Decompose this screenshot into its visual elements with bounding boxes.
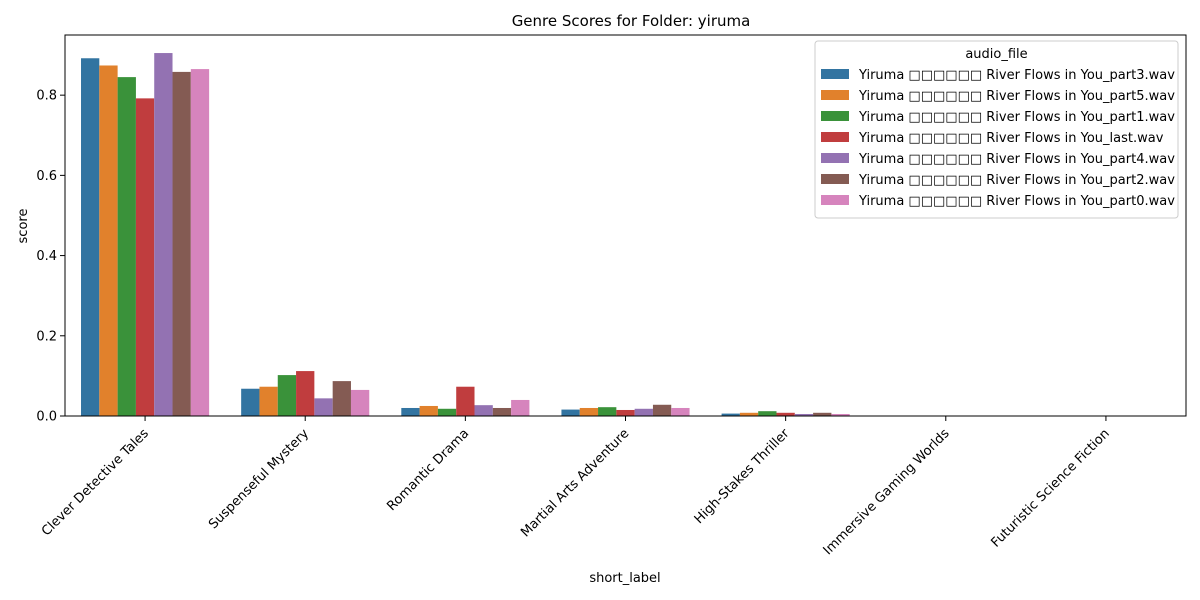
bar-series-6-category-3	[671, 407, 690, 416]
bar-series-4-category-0	[154, 53, 173, 417]
legend-title: audio_file	[965, 47, 1027, 62]
legend-entry-label: Yiruma □□□□□□ River Flows in You_part4.w…	[858, 152, 1175, 167]
bar-series-3-category-0	[135, 98, 155, 417]
bar-series-0-category-3	[561, 409, 580, 416]
bar-series-2-category-3	[598, 407, 617, 416]
legend-swatch	[821, 174, 849, 184]
bar-series-6-category-1	[350, 389, 370, 416]
bar-series-1-category-2	[419, 405, 438, 416]
bar-series-3-category-4	[776, 412, 795, 416]
bar-series-2-category-2	[437, 408, 457, 416]
bar-series-0-category-0	[81, 58, 100, 416]
y-tick-label: 0.8	[36, 89, 57, 104]
bar-series-3-category-2	[456, 386, 475, 416]
bar-series-1-category-0	[99, 65, 118, 416]
bar-series-5-category-4	[813, 412, 832, 416]
legend-entry-label: Yiruma □□□□□□ River Flows in You_last.wa…	[858, 131, 1164, 146]
bar-series-4-category-4	[794, 413, 814, 416]
bar-series-2-category-0	[117, 77, 136, 417]
bar-series-3-category-3	[616, 409, 635, 416]
bar-series-5-category-1	[332, 381, 351, 416]
bar-series-5-category-2	[492, 407, 512, 416]
legend-swatch	[821, 111, 849, 121]
legend-swatch	[821, 195, 849, 205]
legend-entry-label: Yiruma □□□□□□ River Flows in You_part2.w…	[858, 173, 1175, 188]
legend-swatch	[821, 132, 849, 142]
bar-series-1-category-3	[579, 407, 599, 416]
legend-entry-label: Yiruma □□□□□□ River Flows in You_part5.w…	[858, 89, 1175, 104]
y-tick-label: 0.6	[36, 169, 57, 184]
legend-swatch	[821, 90, 849, 100]
bar-series-5-category-3	[652, 404, 672, 416]
legend-swatch	[821, 69, 849, 79]
bar-series-6-category-2	[511, 399, 530, 416]
bar-series-4-category-3	[634, 408, 653, 416]
y-tick-label: 0.0	[36, 410, 57, 425]
bar-series-6-category-4	[831, 413, 850, 416]
legend-entry-label: Yiruma □□□□□□ River Flows in You_part1.w…	[858, 110, 1175, 125]
x-axis-label: short_label	[589, 571, 660, 586]
legend-entry-label: Yiruma □□□□□□ River Flows in You_part0.w…	[858, 194, 1175, 209]
bar-series-4-category-2	[474, 405, 493, 416]
bar-series-1-category-4	[739, 412, 759, 416]
bar-series-6-category-0	[190, 69, 210, 416]
legend-swatch	[821, 153, 849, 163]
bar-series-5-category-0	[172, 71, 191, 417]
y-tick-label: 0.2	[36, 329, 57, 344]
legend-entry-label: Yiruma □□□□□□ River Flows in You_part3.w…	[858, 68, 1175, 83]
bar-series-3-category-1	[296, 371, 315, 416]
bar-series-2-category-1	[277, 375, 297, 416]
y-axis-label: score	[16, 209, 31, 244]
bar-series-2-category-4	[758, 411, 777, 416]
bar-series-0-category-4	[721, 413, 740, 416]
bar-series-1-category-1	[259, 386, 278, 416]
legend: audio_file Yiruma □□□□□□ River Flows in Y…	[814, 40, 1179, 219]
plot-frame	[64, 34, 1187, 417]
y-tick-label: 0.4	[36, 249, 57, 264]
chart-title: Genre Scores for Folder: yiruma	[512, 12, 751, 30]
legend-box	[814, 40, 1179, 219]
bar-series-0-category-1	[241, 388, 260, 416]
bar-series-0-category-2	[401, 407, 420, 416]
bar-series-4-category-1	[314, 398, 333, 416]
